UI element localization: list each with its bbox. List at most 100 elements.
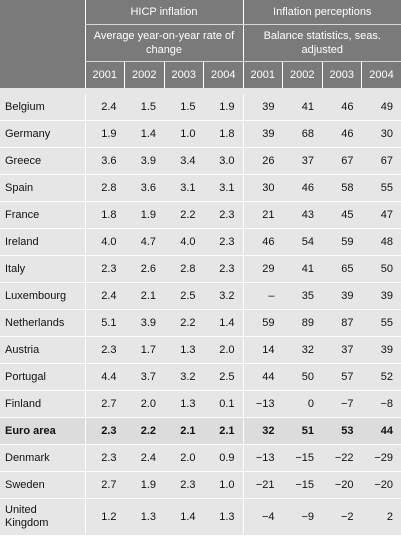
table-row: Finland 2.7 2.0 1.3 0.1 −13 0 −7 −8 [0,391,401,418]
hicp-cell: 2.0 [204,337,244,364]
hicp-cell: 1.2 [85,499,125,536]
perception-cell: −9 [283,499,323,536]
hicp-cell: 1.9 [125,472,165,499]
perception-cell: −13 [243,391,283,418]
perception-cell: 50 [283,364,323,391]
hicp-cell: 3.1 [164,175,204,202]
hicp-cell: 2.7 [85,472,125,499]
hicp-cell: 1.8 [85,202,125,229]
perception-cell: 41 [283,256,323,283]
hicp-cell: 3.7 [125,364,165,391]
perception-cell: 89 [283,310,323,337]
hicp-cell: 4.4 [85,364,125,391]
hicp-cell: 1.9 [85,121,125,148]
country-name: Ireland [0,229,85,256]
hicp-cell: 3.2 [164,364,204,391]
hicp-cell: 3.6 [85,148,125,175]
perception-cell: 51 [283,418,323,445]
year-header: 2001 [243,61,283,88]
perception-cell: −2 [322,499,362,536]
perception-cell: 39 [322,283,362,310]
perception-cell: −20 [362,472,401,499]
perception-cell: 35 [283,283,323,310]
hicp-cell: 4.0 [85,229,125,256]
perception-cell: 57 [322,364,362,391]
perception-cell: 37 [283,148,323,175]
hicp-cell: 2.3 [85,337,125,364]
group-header-hicp: HICP inflation [85,0,243,24]
year-header: 2003 [164,61,204,88]
perception-cell: 65 [322,256,362,283]
table-row: Germany 1.9 1.4 1.0 1.8 39 68 46 30 [0,121,401,148]
hicp-cell: 1.3 [164,337,204,364]
perception-cell: 2 [362,499,401,536]
country-name: Germany [0,121,85,148]
perception-cell: 47 [362,202,401,229]
perception-cell: −13 [243,445,283,472]
table-row: Spain 2.8 3.6 3.1 3.1 30 46 58 55 [0,175,401,202]
country-name: Austria [0,337,85,364]
perception-cell: −8 [362,391,401,418]
country-name-line2: Kingdom [5,517,48,529]
perception-cell: −15 [283,472,323,499]
hicp-cell: 3.4 [164,148,204,175]
hicp-cell: 2.0 [164,445,204,472]
hicp-cell: 0.9 [204,445,244,472]
country-name: Greece [0,148,85,175]
table-row: Portugal 4.4 3.7 3.2 2.5 44 50 57 52 [0,364,401,391]
perception-cell: 44 [243,364,283,391]
table-row: Belgium 2.4 1.5 1.5 1.9 39 41 46 49 [0,94,401,121]
hicp-cell: 2.3 [204,202,244,229]
hicp-cell: 2.5 [204,364,244,391]
perception-cell: 29 [243,256,283,283]
hicp-cell: 2.2 [164,202,204,229]
perception-cell: 26 [243,148,283,175]
perception-cell: 87 [322,310,362,337]
hicp-cell: 1.3 [204,499,244,536]
year-header: 2002 [125,61,165,88]
hicp-cell: 2.6 [125,256,165,283]
perception-cell: −21 [243,472,283,499]
hicp-cell: 1.0 [204,472,244,499]
perception-cell: – [243,283,283,310]
perception-cell: 21 [243,202,283,229]
euro-area-row: Euro area 2.3 2.2 2.1 2.1 32 51 53 44 [0,418,401,445]
header-corner-3 [0,61,85,88]
perception-cell: 48 [362,229,401,256]
hicp-cell: 1.4 [164,499,204,536]
perception-cell: 68 [283,121,323,148]
perception-cell: 39 [362,283,401,310]
subheader-hicp: Average year-on-year rate of change [85,24,243,61]
country-name: Netherlands [0,310,85,337]
table-row: Denmark 2.3 2.4 2.0 0.9 −13 −15 −22 −29 [0,445,401,472]
hicp-cell: 2.4 [85,283,125,310]
perception-cell: 46 [243,229,283,256]
header-corner-2 [0,24,85,61]
hicp-cell: 1.5 [164,94,204,121]
hicp-cell: 1.8 [204,121,244,148]
hicp-cell: 3.1 [204,175,244,202]
hicp-cell: 5.1 [85,310,125,337]
group-header-perceptions: Inflation perceptions [243,0,401,24]
country-name: Sweden [0,472,85,499]
perception-cell: 46 [283,175,323,202]
hicp-cell: 2.0 [125,391,165,418]
hicp-cell: 3.9 [125,148,165,175]
hicp-cell: 1.4 [125,121,165,148]
perception-cell: 45 [322,202,362,229]
country-name: Luxembourg [0,283,85,310]
hicp-cell: 2.4 [125,445,165,472]
hicp-cell: 2.7 [85,391,125,418]
hicp-cell: 3.9 [125,310,165,337]
perception-cell: 58 [322,175,362,202]
perception-cell: 55 [362,310,401,337]
hicp-cell: 2.3 [204,256,244,283]
hicp-cell: 2.3 [85,418,125,445]
country-name: Italy [0,256,85,283]
hicp-cell: 2.1 [125,283,165,310]
perception-cell: 39 [243,94,283,121]
perception-cell: 55 [362,175,401,202]
perception-cell: 53 [322,418,362,445]
